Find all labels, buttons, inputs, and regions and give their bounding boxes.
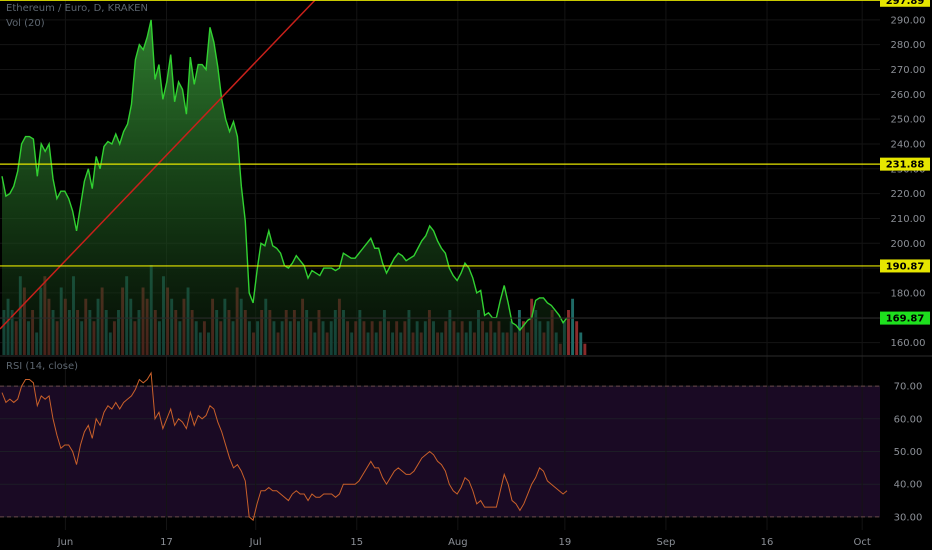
x-tick-label: Jul xyxy=(249,537,262,548)
level-label: 231.88 xyxy=(886,160,925,171)
price-tick-label: 160.00 xyxy=(891,338,926,349)
volume-bar xyxy=(571,298,575,355)
price-area-fill xyxy=(2,19,567,356)
price-tick-label: 220.00 xyxy=(891,189,926,200)
price-tick-label: 180.00 xyxy=(891,288,926,299)
price-tick-label: 210.00 xyxy=(891,214,926,225)
x-tick-label: 19 xyxy=(558,537,571,548)
volume-bar xyxy=(575,321,579,355)
price-tick-label: 240.00 xyxy=(891,139,926,150)
rsi-tick-label: 60.00 xyxy=(894,414,923,425)
x-tick-label: 16 xyxy=(761,537,774,548)
price-tick-label: 280.00 xyxy=(891,40,926,51)
level-label: 190.87 xyxy=(886,261,925,272)
rsi-tick-label: 30.00 xyxy=(894,512,923,523)
level-label-bg xyxy=(880,0,930,7)
x-tick-label: Aug xyxy=(448,537,468,548)
x-tick-label: Oct xyxy=(854,537,871,548)
price-legend: Ethereum / Euro, D, KRAKEN xyxy=(6,3,148,14)
price-tick-label: 270.00 xyxy=(891,65,926,76)
current-price-label: 169.87 xyxy=(886,314,925,325)
rsi-tick-label: 70.00 xyxy=(894,382,923,393)
volume-bar xyxy=(567,310,570,355)
price-tick-label: 250.00 xyxy=(891,115,926,126)
x-tick-label: Jun xyxy=(57,537,74,548)
price-tick-label: 290.00 xyxy=(891,15,926,26)
current-price-label-bg xyxy=(880,311,930,325)
price-tick-label: 260.00 xyxy=(891,90,926,101)
x-tick-label: 17 xyxy=(160,537,173,548)
volume-bar xyxy=(583,343,587,355)
price-tick-label: 200.00 xyxy=(891,239,926,250)
level-label-bg xyxy=(880,157,930,171)
level-label: 297.89 xyxy=(886,0,925,7)
x-tick-label: 15 xyxy=(350,537,363,548)
rsi-tick-label: 40.00 xyxy=(894,480,923,491)
rsi-legend: RSI (14, close) xyxy=(6,361,79,372)
level-label-bg xyxy=(880,259,930,273)
rsi-line xyxy=(1,371,568,522)
volume-legend: Vol (20) xyxy=(6,18,45,29)
rsi-tick-label: 50.00 xyxy=(894,447,923,458)
volume-bar xyxy=(579,332,583,355)
x-tick-label: Sep xyxy=(657,537,676,548)
